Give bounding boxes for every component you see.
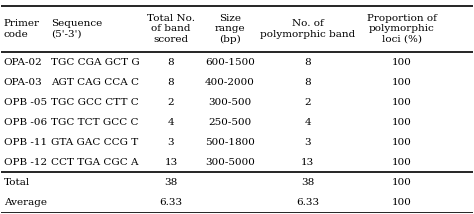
Text: TGC GCC CTT C: TGC GCC CTT C [51, 98, 138, 107]
Text: 4: 4 [304, 118, 311, 127]
Text: OPA-02: OPA-02 [4, 58, 43, 67]
Text: 100: 100 [392, 158, 412, 167]
Text: OPA-03: OPA-03 [4, 78, 43, 87]
Text: 300-5000: 300-5000 [205, 158, 255, 167]
Text: Sequence
(5'-3'): Sequence (5'-3') [51, 19, 102, 39]
Text: TGC TCT GCC C: TGC TCT GCC C [51, 118, 138, 127]
Text: 13: 13 [301, 158, 314, 167]
Text: 3: 3 [168, 138, 174, 147]
Text: Primer
code: Primer code [4, 19, 40, 39]
Text: 100: 100 [392, 98, 412, 107]
Text: GTA GAC CCG T: GTA GAC CCG T [51, 138, 138, 147]
Text: Size
range
(bp): Size range (bp) [215, 14, 245, 44]
Text: 38: 38 [301, 178, 314, 187]
Text: Average: Average [4, 198, 47, 207]
Text: OPB -11: OPB -11 [4, 138, 47, 147]
Text: 250-500: 250-500 [208, 118, 252, 127]
Text: 4: 4 [168, 118, 174, 127]
Text: 100: 100 [392, 198, 412, 207]
Text: 8: 8 [304, 78, 311, 87]
Text: OPB -12: OPB -12 [4, 158, 47, 167]
Text: Proportion of
polymorphic
loci (%): Proportion of polymorphic loci (%) [367, 14, 437, 44]
Text: 100: 100 [392, 138, 412, 147]
Text: AGT CAG CCA C: AGT CAG CCA C [51, 78, 139, 87]
Text: 38: 38 [164, 178, 178, 187]
Text: OPB -06: OPB -06 [4, 118, 47, 127]
Text: OPB -05: OPB -05 [4, 98, 47, 107]
Text: No. of
polymorphic band: No. of polymorphic band [260, 19, 356, 39]
Text: 8: 8 [168, 78, 174, 87]
Text: 600-1500: 600-1500 [205, 58, 255, 67]
Text: 500-1800: 500-1800 [205, 138, 255, 147]
Text: 300-500: 300-500 [208, 98, 252, 107]
Text: 6.33: 6.33 [159, 198, 182, 207]
Text: 6.33: 6.33 [296, 198, 319, 207]
Text: 100: 100 [392, 178, 412, 187]
Text: 8: 8 [304, 58, 311, 67]
Text: 400-2000: 400-2000 [205, 78, 255, 87]
Text: 13: 13 [164, 158, 178, 167]
Text: CCT TGA CGC A: CCT TGA CGC A [51, 158, 138, 167]
Text: 100: 100 [392, 58, 412, 67]
Text: 8: 8 [168, 58, 174, 67]
Text: TGC CGA GCT G: TGC CGA GCT G [51, 58, 140, 67]
Text: Total No.
of band
scored: Total No. of band scored [147, 14, 195, 44]
Text: Total: Total [4, 178, 30, 187]
Text: 2: 2 [304, 98, 311, 107]
Text: 2: 2 [168, 98, 174, 107]
Text: 100: 100 [392, 78, 412, 87]
Text: 3: 3 [304, 138, 311, 147]
Text: 100: 100 [392, 118, 412, 127]
